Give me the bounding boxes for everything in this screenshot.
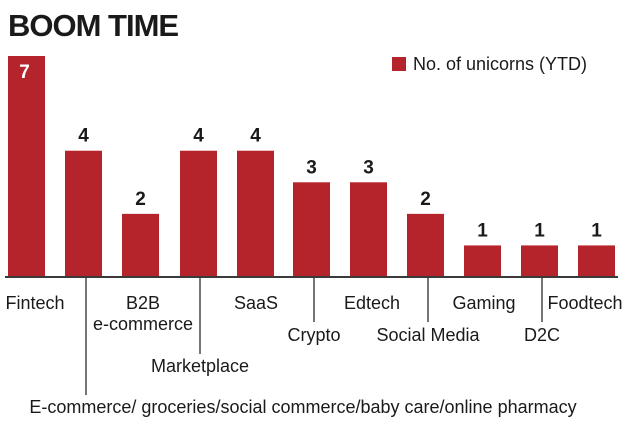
category-label-10: D2C (524, 325, 560, 345)
value-labels-group: 7 4 2 4 4 3 3 2 1 1 1 (19, 62, 602, 241)
value-label-8: 2 (420, 189, 431, 210)
category-label-line: Social Media (376, 325, 480, 345)
value-label-7: 3 (363, 157, 374, 178)
legend-swatch (392, 57, 406, 71)
category-label-line: Edtech (344, 293, 400, 313)
bar-4 (180, 150, 217, 277)
category-label-6: Crypto (287, 325, 340, 345)
bar-5 (237, 150, 274, 277)
bar-8 (407, 213, 444, 277)
category-label-11: Foodtech (547, 293, 622, 313)
legend: No. of unicorns (YTD) (392, 54, 587, 74)
value-label-9: 1 (477, 220, 488, 241)
category-label-line: Crypto (287, 325, 340, 345)
bar-10 (521, 245, 558, 277)
legend-label: No. of unicorns (YTD) (413, 54, 587, 74)
category-label-9: Gaming (452, 293, 515, 313)
bar-11 (578, 245, 615, 277)
category-label-line: e-commerce (93, 314, 193, 334)
value-label-11: 1 (591, 220, 602, 241)
category-labels-group: Fintech E-commerce/ groceries/social comm… (5, 293, 622, 417)
value-label-10: 1 (534, 220, 545, 241)
category-label-2: E-commerce/ groceries/social commerce/ba… (29, 397, 576, 417)
category-label-1: Fintech (5, 293, 64, 313)
category-label-8: Social Media (376, 325, 480, 345)
category-label-3: B2B e-commerce (93, 293, 193, 334)
bar-6 (293, 182, 330, 277)
category-label-line: B2B (126, 293, 160, 313)
category-label-line: Fintech (5, 293, 64, 313)
value-label-2: 4 (78, 126, 89, 147)
value-label-3: 2 (135, 189, 146, 210)
category-label-line: SaaS (234, 293, 278, 313)
category-label-line: Marketplace (151, 356, 249, 376)
bar-7 (350, 182, 387, 277)
value-label-6: 3 (306, 157, 317, 178)
label-leader-lines (85, 277, 543, 395)
bar-2 (65, 150, 102, 277)
category-label-line: Foodtech (547, 293, 622, 313)
category-label-5: SaaS (234, 293, 278, 313)
category-label-7: Edtech (344, 293, 400, 313)
value-label-5: 4 (250, 126, 261, 147)
bar-1 (8, 56, 45, 277)
bar-9 (464, 245, 501, 277)
value-label-4: 4 (193, 126, 204, 147)
category-label-line: E-commerce/ groceries/social commerce/ba… (29, 397, 576, 417)
category-label-line: Gaming (452, 293, 515, 313)
bars-group (8, 56, 615, 277)
category-label-line: D2C (524, 325, 560, 345)
value-label-1: 7 (19, 62, 30, 83)
bar-3 (122, 213, 159, 277)
chart-title: BOOM TIME (8, 8, 178, 43)
category-label-4: Marketplace (151, 356, 249, 376)
